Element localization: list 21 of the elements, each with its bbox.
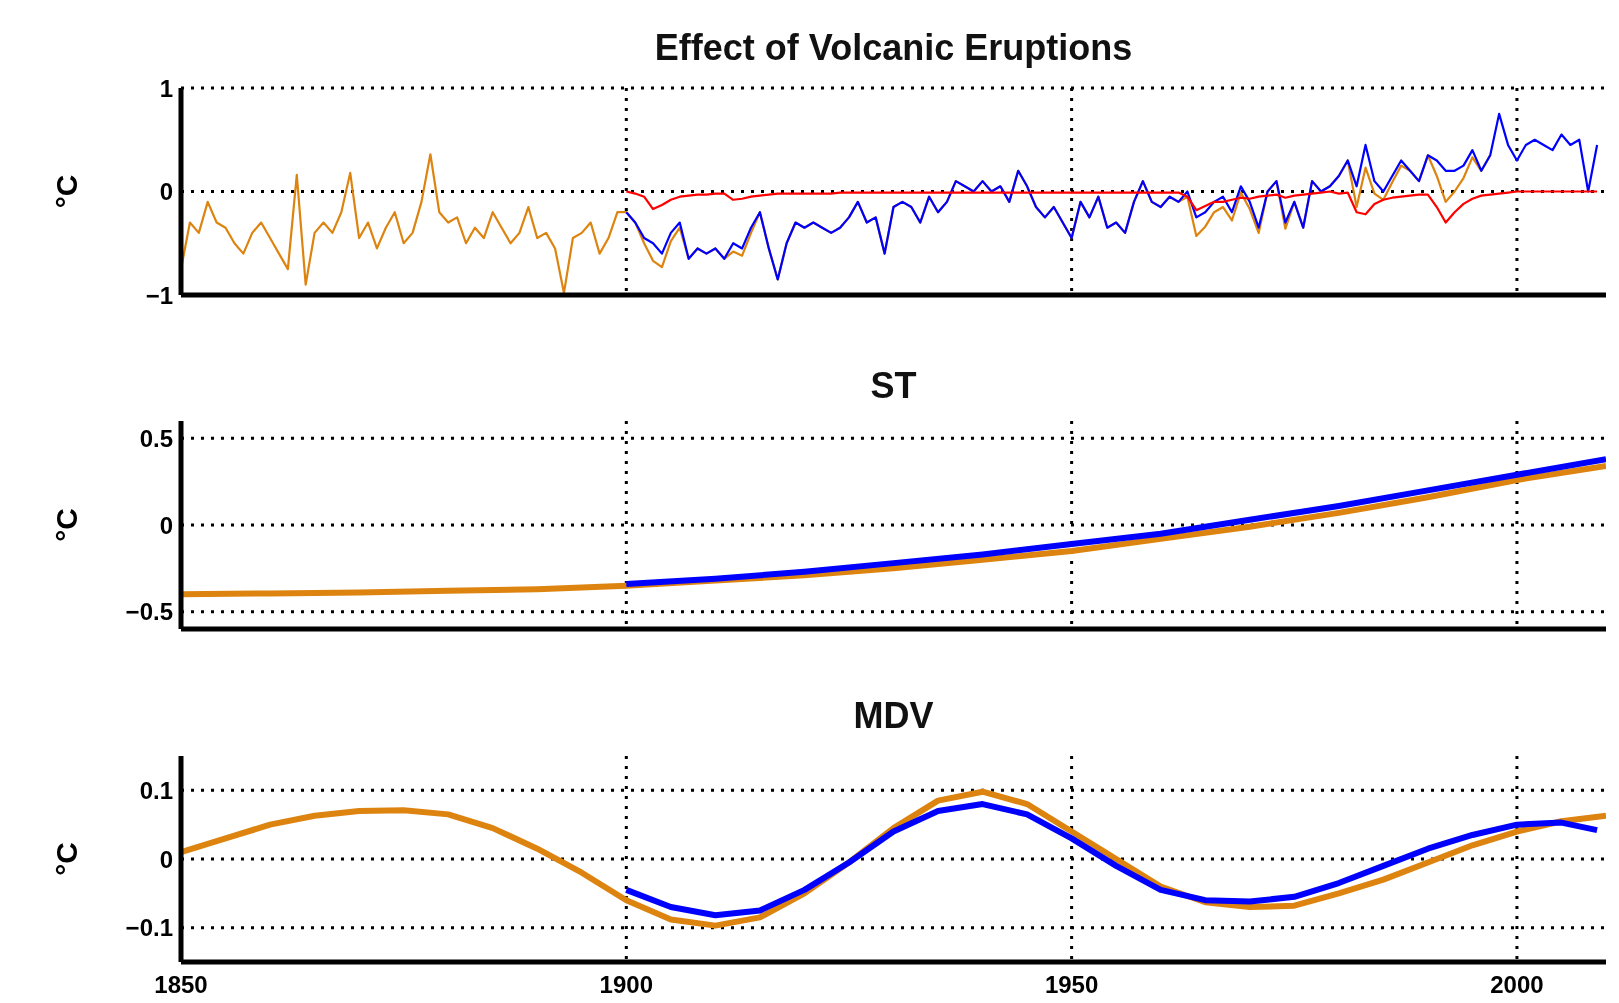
y-tick-label: −0.5 bbox=[125, 598, 173, 626]
y-tick-label: 0 bbox=[159, 178, 173, 206]
line-series bbox=[625, 112, 1599, 281]
x-tick-label: 2000 bbox=[1490, 971, 1544, 999]
line-series bbox=[625, 190, 1599, 224]
y-tick-label: 0 bbox=[159, 845, 173, 873]
y-tick-label: −1 bbox=[145, 281, 173, 309]
chart-title: ST bbox=[869, 365, 918, 406]
x-tick-label: 1900 bbox=[599, 971, 654, 999]
y-axis-title: °C bbox=[49, 842, 83, 876]
y-tick-label: 1 bbox=[159, 74, 173, 102]
y-tick-label: 0.1 bbox=[139, 776, 173, 804]
chart-title: MDV bbox=[852, 695, 935, 736]
x-tick-label: 1950 bbox=[1044, 971, 1099, 999]
x-tick-label: 1850 bbox=[154, 971, 208, 999]
y-tick-label: 0.5 bbox=[139, 424, 173, 452]
y-tick-label: −0.1 bbox=[125, 914, 173, 942]
y-axis-title: °C bbox=[49, 174, 83, 209]
y-tick-label: 0 bbox=[159, 511, 173, 539]
chart-title: Effect of Volcanic Eruptions bbox=[653, 27, 1134, 68]
y-axis-title: °C bbox=[49, 508, 83, 542]
